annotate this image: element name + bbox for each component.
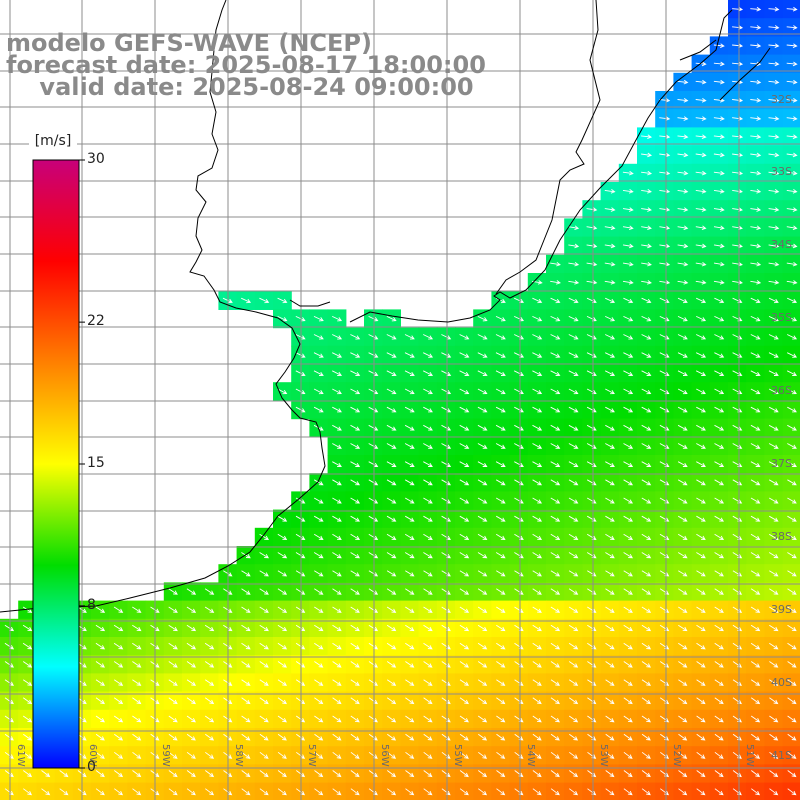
latitude-labels: 32S 33S 34S 35S 36S 37S 38S 39S 40S 41S [771, 93, 792, 762]
latitude-label: 33S [771, 165, 792, 178]
latitude-label: 37S [771, 457, 792, 470]
colorbar-unit-label: [m/s] [29, 130, 77, 152]
latitude-label: 40S [771, 676, 792, 689]
latitude-label: 34S [771, 238, 792, 251]
colorbar-tick-label: 8 [87, 596, 96, 613]
longitude-label: 52W [671, 744, 682, 767]
latitude-label: 32S [771, 93, 792, 106]
latitude-label: 41S [771, 749, 792, 762]
latitude-label: 39S [771, 603, 792, 616]
colorbar-tick-label: 22 [87, 313, 105, 330]
coastline [0, 0, 771, 613]
latitude-label: 38S [771, 530, 792, 543]
longitude-label: 57W [306, 744, 317, 767]
colorbar-ticks [79, 159, 85, 769]
longitude-label: 54W [525, 744, 536, 767]
longitude-label: 56W [379, 744, 390, 767]
valid-date: valid date: 2025-08-24 09:00:00 [6, 73, 474, 101]
colorbar [32, 159, 80, 769]
longitude-labels: 61W 60W 59W 58W 57W 56W 55W 54W 53W 52W 51W [15, 744, 755, 767]
longitude-label: 58W [233, 744, 244, 767]
longitude-label: 51W [744, 744, 755, 767]
colorbar-tick-label: 30 [87, 151, 105, 167]
colorbar-tick-label: 15 [87, 455, 105, 471]
forecast-date: forecast date: 2025-08-17 18:00:00 [6, 51, 486, 79]
longitude-label: 61W [15, 744, 26, 767]
longitude-label: 53W [598, 744, 609, 767]
longitude-label: 59W [160, 744, 171, 767]
model-title: modelo GEFS-WAVE (NCEP) [6, 29, 372, 57]
longitude-label: 60W [87, 744, 98, 767]
colorbar-tick-label: 0 [87, 759, 96, 775]
latitude-label: 36S [771, 384, 792, 397]
longitude-label: 55W [452, 744, 463, 767]
latitude-label: 35S [771, 311, 792, 324]
